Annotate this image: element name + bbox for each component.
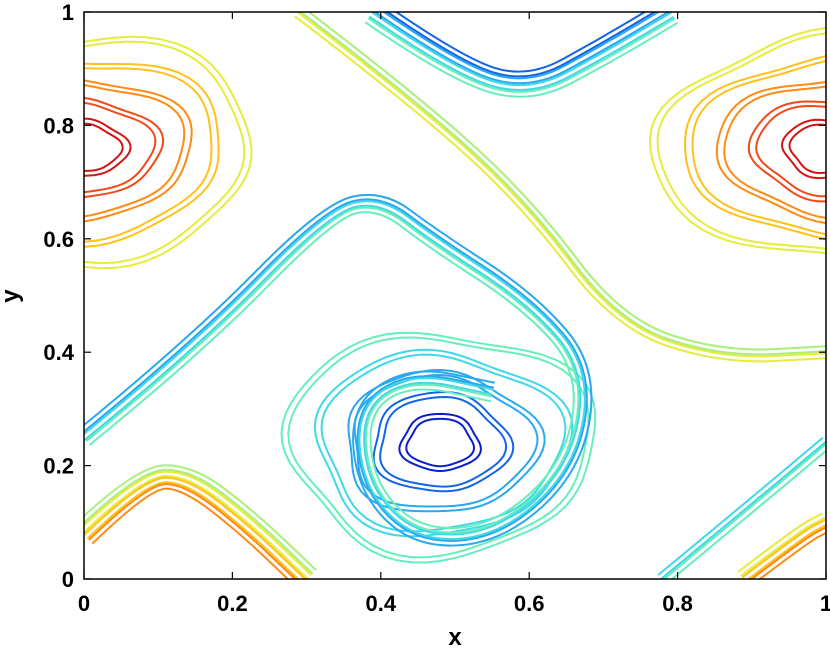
vortex-contour bbox=[353, 374, 539, 508]
band-contour bbox=[84, 200, 586, 541]
x-tick-label: 1 bbox=[820, 591, 830, 616]
y-tick-label: 0.6 bbox=[43, 227, 74, 252]
band-contour bbox=[294, 15, 826, 363]
vortex-contour bbox=[405, 417, 475, 468]
vortex-contour bbox=[691, 59, 826, 236]
y-axis-ticks: 0 0.2 0.4 0.6 0.8 1 bbox=[43, 0, 826, 592]
band-contour bbox=[84, 198, 588, 542]
band-contour bbox=[365, 21, 678, 98]
band-contour bbox=[661, 441, 826, 579]
x-tick-label: 0.8 bbox=[662, 591, 693, 616]
band-contour bbox=[85, 206, 580, 534]
x-tick-label: 0.6 bbox=[514, 591, 545, 616]
vortex-contour bbox=[84, 62, 220, 248]
vortex-contour bbox=[372, 391, 515, 493]
vortex-contour bbox=[747, 100, 826, 203]
vortex-contour bbox=[84, 96, 165, 199]
band-contour bbox=[373, 12, 671, 85]
y-axis-label: y bbox=[0, 289, 24, 303]
band-contour bbox=[84, 468, 314, 575]
vortex-contour bbox=[84, 101, 157, 194]
band-contour bbox=[84, 475, 309, 579]
band-contour bbox=[307, 12, 826, 351]
band-contour bbox=[394, 12, 647, 73]
band-contour bbox=[84, 193, 593, 547]
band-contour bbox=[371, 12, 672, 87]
vortex-contour bbox=[788, 123, 826, 174]
plot-frame bbox=[83, 11, 827, 580]
vortex-contour bbox=[715, 80, 826, 225]
vortex-contour bbox=[656, 32, 826, 250]
vortex-contour bbox=[84, 117, 132, 177]
vortex-contour bbox=[84, 40, 246, 265]
vortex-contour bbox=[287, 336, 590, 559]
vortex-contour bbox=[84, 67, 213, 243]
band-contour bbox=[84, 204, 582, 536]
band-contour bbox=[369, 15, 675, 91]
vortex-contour bbox=[755, 105, 826, 198]
band-contour bbox=[382, 12, 661, 80]
y-tick-label: 0.8 bbox=[43, 113, 74, 138]
vortex-contour bbox=[379, 396, 508, 488]
band-contour bbox=[88, 483, 297, 579]
vortex-contour bbox=[84, 122, 124, 172]
band-contour bbox=[737, 512, 823, 573]
vortex-contour bbox=[649, 27, 826, 255]
y-tick-label: 0.4 bbox=[43, 340, 74, 365]
band-contour bbox=[657, 437, 824, 576]
band-contour bbox=[741, 519, 826, 578]
band-contour bbox=[87, 481, 300, 579]
vortex-contour bbox=[398, 412, 482, 472]
band-contour bbox=[92, 487, 290, 579]
y-tick-label: 1 bbox=[62, 0, 74, 25]
band-contour bbox=[84, 470, 312, 576]
y-tick-label: 0 bbox=[62, 567, 74, 592]
vortex-contour bbox=[280, 331, 597, 564]
band-contour bbox=[367, 17, 676, 93]
band-contour bbox=[670, 449, 826, 579]
vortex-contour bbox=[723, 85, 826, 219]
x-tick-label: 0.2 bbox=[217, 591, 248, 616]
vortex-contour bbox=[84, 84, 186, 218]
band-contour bbox=[758, 531, 826, 579]
band-contour bbox=[740, 517, 825, 577]
band-contour bbox=[750, 526, 826, 579]
band-contour bbox=[84, 476, 307, 579]
band-contour bbox=[299, 12, 826, 356]
contour-lines bbox=[84, 12, 826, 579]
x-tick-label: 0 bbox=[78, 591, 90, 616]
vortex-contour bbox=[684, 55, 826, 241]
band-contour bbox=[662, 442, 826, 579]
vortex-contour bbox=[84, 35, 253, 270]
band-contour bbox=[89, 211, 575, 529]
band-contour bbox=[84, 464, 317, 571]
vortex-contour bbox=[84, 79, 193, 223]
x-tick-label: 0.4 bbox=[366, 591, 397, 616]
vortex-contour bbox=[781, 118, 826, 180]
band-contour bbox=[385, 12, 657, 78]
band-contour bbox=[297, 12, 826, 358]
x-axis-ticks: 0 0.2 0.4 0.6 0.8 1 bbox=[78, 12, 830, 616]
y-tick-label: 0.2 bbox=[43, 454, 74, 479]
x-axis-label: x bbox=[448, 624, 462, 649]
band-contour bbox=[746, 523, 826, 579]
